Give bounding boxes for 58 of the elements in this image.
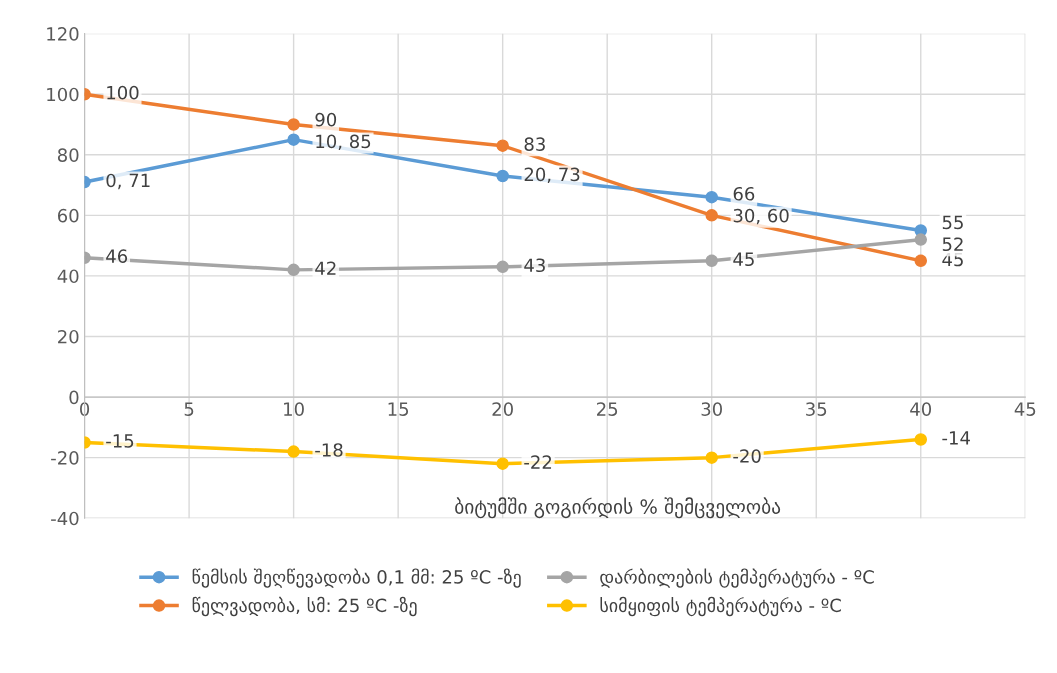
point [496, 457, 509, 470]
data-label: -18 [315, 443, 343, 457]
y-tick-label: 80 [57, 148, 79, 162]
x-tick-label: 30 [701, 402, 722, 416]
data-label: -22 [524, 455, 552, 469]
data-label: 10, 85 [316, 134, 371, 151]
x-tick-label: 40 [910, 402, 932, 416]
legend-label: წელვადობა, სმ: 25 ºC -ზე [192, 596, 417, 617]
point [705, 209, 718, 222]
x-axis-title: ბიტუმში გოგირდის % შემცველობა [455, 497, 781, 519]
data-label: -14 [942, 431, 970, 445]
x-tick-label: 10 [284, 402, 304, 416]
point [496, 139, 509, 152]
data-label: 46 [106, 249, 128, 263]
x-tick-label: 35 [806, 402, 827, 416]
x-tick-label: 5 [184, 402, 194, 416]
x-tick-label: 20 [492, 402, 513, 416]
y-tick-label: 0 [69, 390, 79, 405]
point [705, 190, 718, 204]
data-label: 100 [107, 85, 139, 100]
data-label: -20 [733, 449, 761, 463]
data-label: -15 [106, 434, 134, 448]
y-tick-label: -20 [51, 451, 79, 465]
legend-label: სიმყიფის ტემპერატურა - ºC [600, 596, 841, 617]
point [705, 451, 718, 464]
point [496, 260, 509, 274]
legend-label: წემსის შეღწევადობა 0,1 მმ: 25 ºC -ზე [192, 568, 521, 588]
x-tick-label: 15 [388, 402, 409, 416]
point [287, 133, 300, 146]
point [914, 254, 928, 268]
y-tick-label: 20 [58, 329, 79, 344]
point [914, 233, 928, 246]
data-label: 52 [942, 237, 963, 252]
y-tick-label: 40 [57, 269, 79, 284]
data-label: 30, 60 [733, 208, 789, 225]
y-tick-label: -40 [51, 511, 79, 526]
data-label: 55 [942, 215, 963, 230]
data-label: 90 [315, 112, 337, 127]
x-tick-label: 45 [1014, 402, 1036, 416]
data-label: 20, 73 [524, 167, 580, 184]
data-label: 42 [315, 261, 336, 275]
data-label: 66 [733, 186, 755, 201]
point [705, 254, 718, 268]
y-tick-label: 120 [47, 27, 79, 41]
point [287, 118, 300, 131]
data-label: 45 [733, 252, 754, 267]
point [496, 169, 509, 183]
data-label: 83 [524, 137, 545, 151]
data-label: 43 [524, 258, 545, 273]
data-label: 0, 71 [106, 173, 150, 190]
point [287, 445, 300, 458]
y-tick-label: 100 [47, 87, 79, 102]
x-tick-label: 25 [597, 402, 618, 416]
data-label: 45 [942, 252, 963, 267]
y-tick-label: 60 [57, 208, 79, 223]
point [914, 433, 928, 446]
point [287, 263, 300, 277]
legend-label: დარბილების ტემპერატურა - ºC [600, 568, 874, 588]
